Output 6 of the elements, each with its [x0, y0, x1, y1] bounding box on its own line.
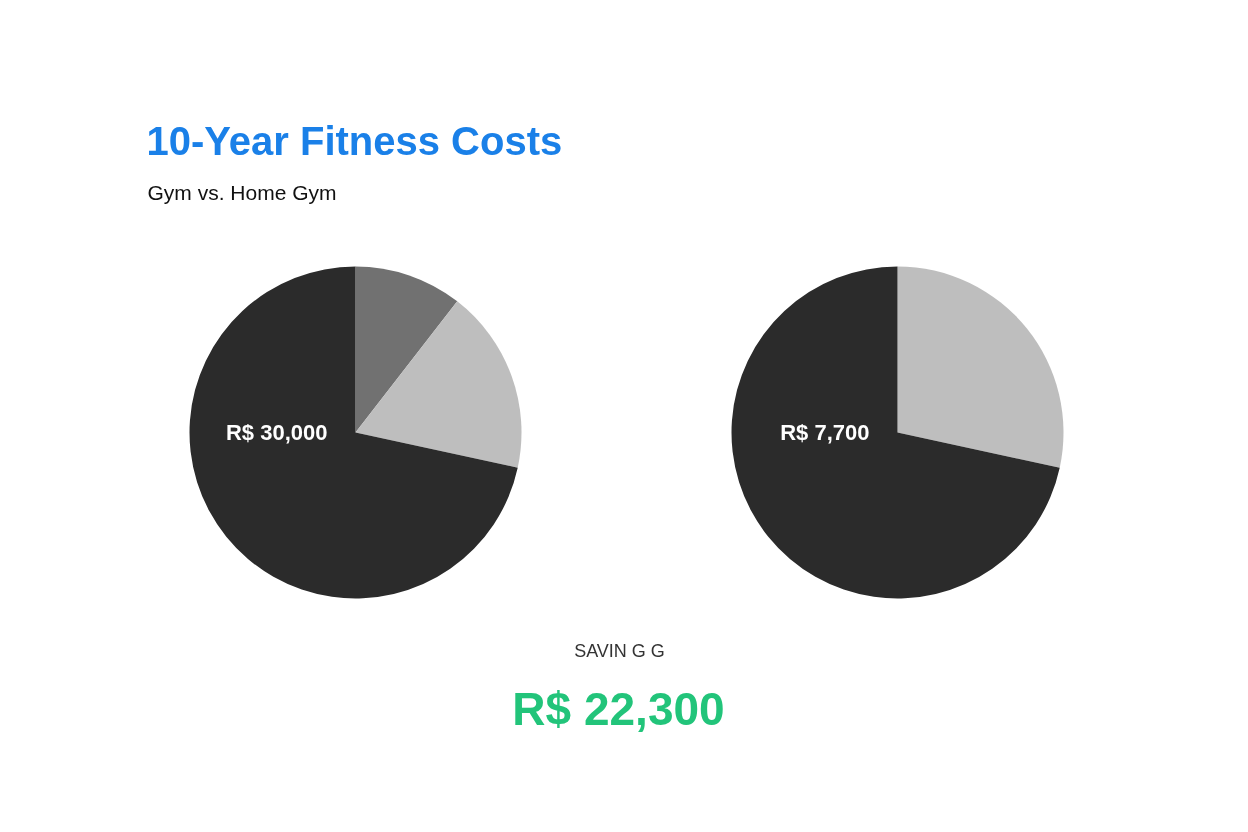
chart-subtitle: Gym vs. Home Gym	[147, 181, 337, 204]
text: R$ 30,000	[225, 420, 328, 445]
text: R$ 22,300	[512, 682, 725, 735]
text: SAVIN G G	[574, 640, 665, 661]
text: R$ 7,700	[780, 420, 870, 445]
chart-title: 10-Year Fitness Costs	[146, 118, 563, 163]
